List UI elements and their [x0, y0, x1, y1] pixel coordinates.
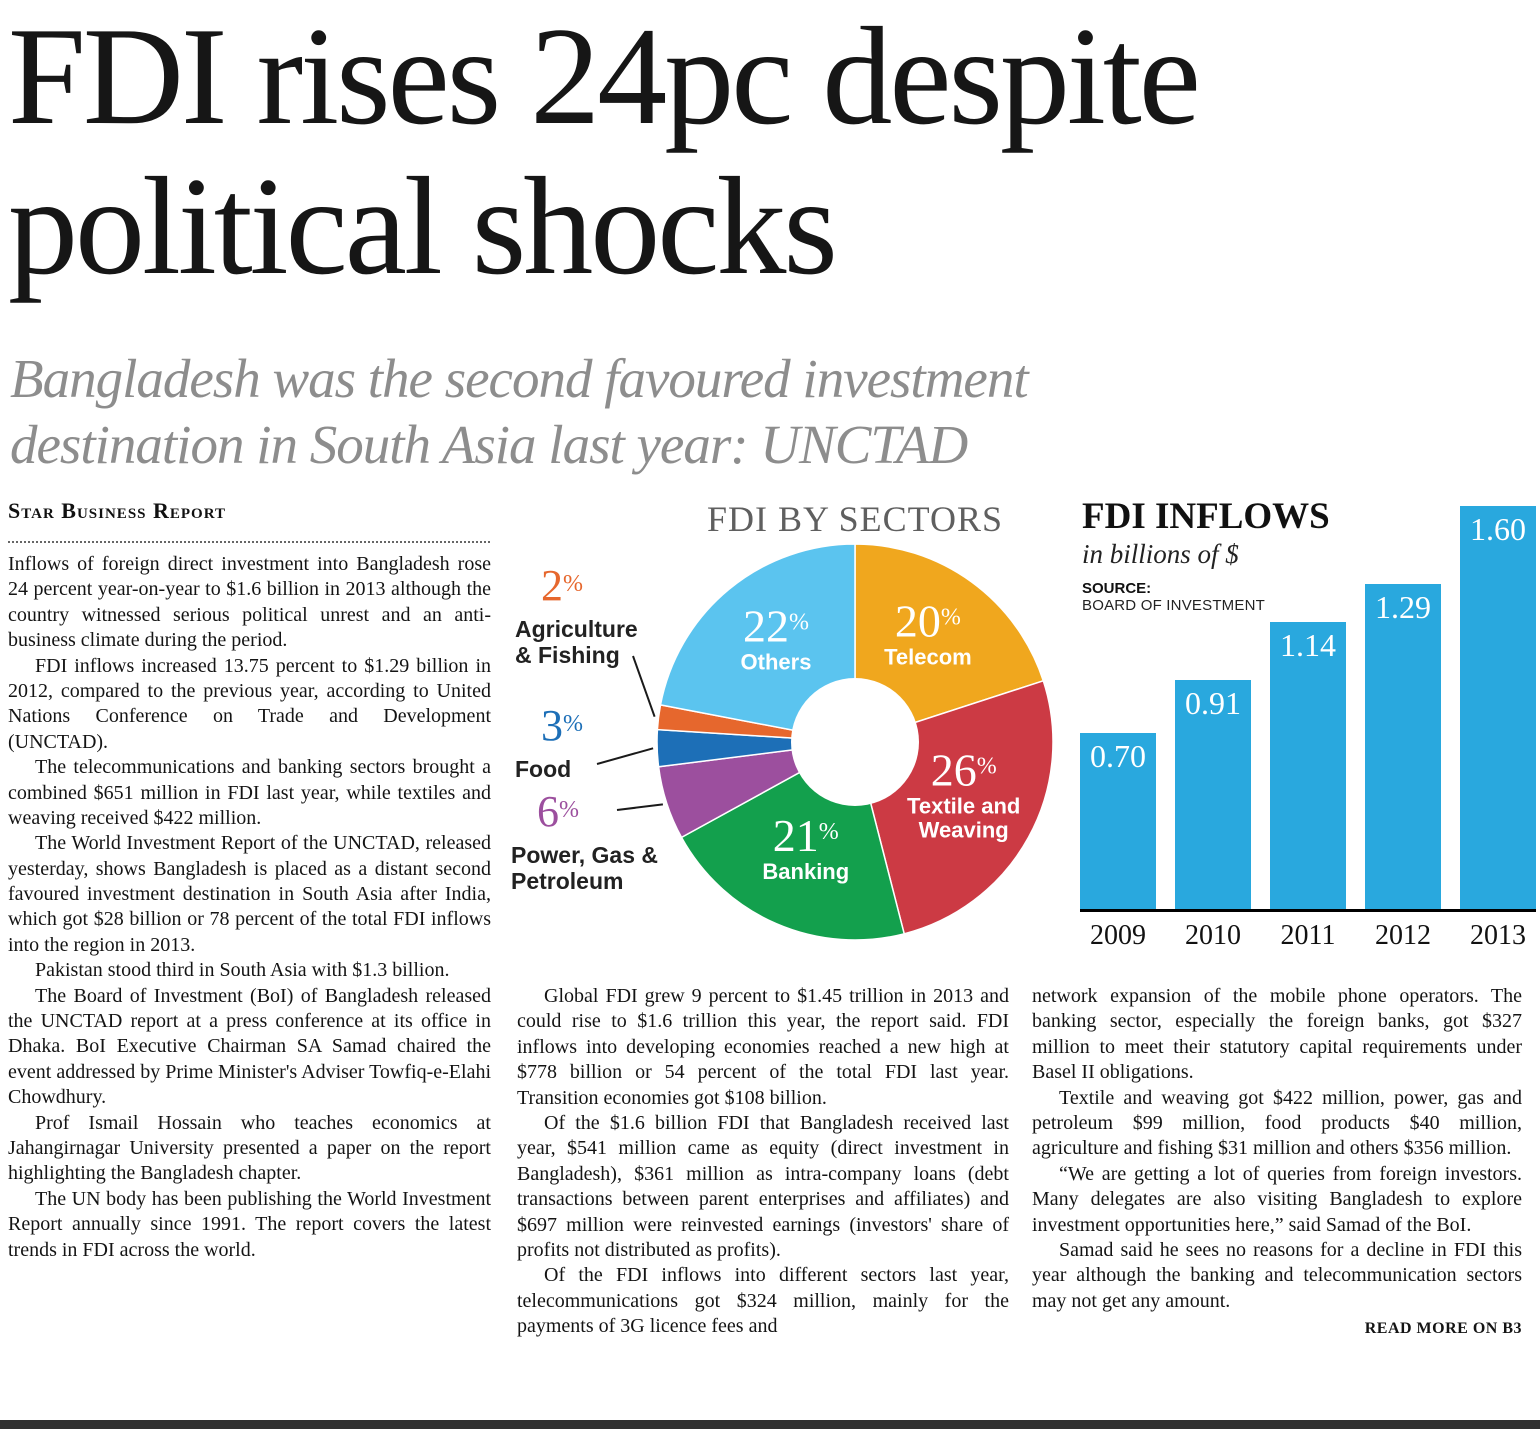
subheadline-line-1: Bangladesh was the second favoured inves…: [10, 348, 1029, 409]
article-paragraph: The telecommunications and banking secto…: [8, 756, 491, 829]
bar-2011: 1.14: [1270, 622, 1346, 909]
bar-2013: 1.60: [1460, 506, 1536, 909]
pie-callout-food: 3% Food: [515, 701, 583, 783]
article-right-column: network expansion of the mobile phone op…: [1032, 984, 1522, 1339]
callout-value: 3%: [541, 701, 583, 750]
bar-value-label: 0.91: [1185, 685, 1241, 721]
pie-label-value: 20%: [895, 596, 961, 647]
headline: FDI rises 24pc despite political shocks: [8, 0, 1201, 304]
pie-label-value: 21%: [773, 810, 839, 861]
bar-chart-header: FDI INFLOWS in billions of $ SOURCE: BOA…: [1082, 496, 1330, 614]
pie-callout-line: [596, 747, 654, 765]
bar-year-label: 2011: [1280, 920, 1336, 951]
pie-callout-power-gas-petroleum: 6% Power, Gas & Petroleum: [511, 787, 659, 895]
article-paragraph: FDI inflows increased 13.75 percent to $…: [8, 654, 491, 753]
callout-label: Agriculture & Fishing: [515, 616, 638, 668]
bar-year-label: 2010: [1185, 920, 1241, 951]
byline: Star Business Report: [8, 498, 227, 523]
bar-2009: 0.70: [1080, 733, 1156, 909]
bar-value-label: 1.14: [1280, 627, 1336, 663]
pie-donut-hole: [791, 678, 919, 806]
bar-source-label: SOURCE:: [1082, 579, 1152, 597]
article-paragraph: Samad said he sees no reasons for a decl…: [1032, 1238, 1522, 1312]
article-paragraph: The Board of Investment (BoI) of Banglad…: [8, 984, 491, 1109]
pie-chart-title: FDI BY SECTORS: [706, 499, 1004, 539]
fdi-by-sectors-chart: FDI BY SECTORS 20% Telecom 26% Textile and W…: [505, 492, 1075, 982]
pie-label-name: Weaving: [919, 818, 1009, 843]
percent-sign: %: [563, 711, 583, 737]
article-paragraph: Global FDI grew 9 percent to $1.45 trill…: [517, 985, 1009, 1109]
pie-label-value: 26%: [931, 745, 997, 796]
callout-label: Power, Gas & Petroleum: [511, 842, 659, 894]
bar-2010: 0.91: [1175, 680, 1251, 909]
headline-line-1: FDI rises 24pc despite: [8, 0, 1201, 154]
bar-value-label: 0.70: [1090, 738, 1146, 774]
fdi-inflows-chart: 0.70 0.91 1.14 1.29 1.60 2009 2010 2011 2012 201…: [1078, 496, 1538, 976]
byline-divider: [8, 541, 490, 543]
bar-chart-title: FDI INFLOWS: [1082, 496, 1330, 537]
callout-label: Food: [515, 756, 572, 782]
pie-callout-line: [616, 803, 664, 811]
article-left-column: Inflows of foreign direct investment int…: [8, 552, 491, 1263]
subheadline: Bangladesh was the second favoured inves…: [10, 346, 1029, 478]
read-more-ref: READ MORE ON B3: [1364, 1320, 1522, 1338]
pie-label-name: Textile and: [907, 794, 1020, 819]
article-paragraph: Inflows of foreign direct investment int…: [8, 553, 491, 652]
pie-slice-others: [659, 543, 856, 743]
article-paragraph: Pakistan stood third in South Asia with …: [35, 959, 450, 982]
pie-label-value: 22%: [743, 601, 809, 652]
pie-callout-agriculture-fishing: 2% Agriculture & Fishing: [515, 561, 638, 669]
percent-sign: %: [563, 571, 583, 597]
pie-label-name: Others: [741, 650, 812, 675]
bar-year-label: 2012: [1375, 920, 1431, 951]
headline-line-2: political shocks: [8, 148, 838, 304]
article-paragraph: The World Investment Report of the UNCTA…: [8, 832, 491, 956]
callout-value: 6%: [537, 787, 579, 836]
bar-chart-plot: 0.70 0.91 1.14 1.29 1.60: [1080, 506, 1536, 912]
percent-sign: %: [559, 797, 579, 823]
bar-2012: 1.29: [1365, 584, 1441, 909]
pie-label-name: Telecom: [884, 645, 972, 670]
subheadline-line-2: destination in South Asia last year: UNC…: [10, 414, 968, 475]
article-paragraph: Of the FDI inflows into different sector…: [517, 1264, 1009, 1338]
bar-value-label: 1.29: [1375, 589, 1431, 625]
article-paragraph: Prof Ismail Hossain who teaches economic…: [8, 1111, 491, 1185]
bar-source-value: BOARD OF INVESTMENT: [1082, 596, 1265, 614]
bar-chart-x-axis: 2009 2010 2011 2012 2013: [1080, 920, 1536, 952]
pie-label-name: Banking: [762, 859, 849, 884]
article-paragraph: Textile and weaving got $422 million, po…: [1032, 1086, 1522, 1160]
bar-value-label: 1.60: [1470, 511, 1526, 547]
bar-chart-subtitle: in billions of $: [1082, 538, 1239, 569]
article-paragraph: Of the $1.6 billion FDI that Bangladesh …: [517, 1111, 1009, 1261]
bar-year-label: 2013: [1470, 920, 1526, 951]
bar-year-label: 2009: [1090, 920, 1146, 951]
article-paragraph: network expansion of the mobile phone op…: [1032, 985, 1522, 1084]
article-paragraph: The UN body has been publishing the Worl…: [8, 1187, 491, 1261]
article-paragraph: “We are getting a lot of queries from fo…: [1032, 1162, 1522, 1236]
pie-slice-telecom: [854, 543, 1045, 744]
article-middle-column: Global FDI grew 9 percent to $1.45 trill…: [517, 984, 1009, 1339]
pie-callout-line: [632, 655, 656, 718]
callout-value: 2%: [541, 561, 583, 610]
page-bottom-rule: [0, 1420, 1540, 1429]
